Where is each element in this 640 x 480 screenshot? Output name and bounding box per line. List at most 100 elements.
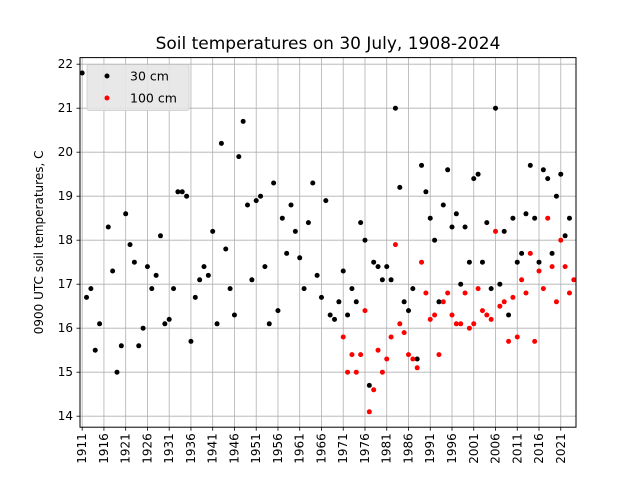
point-30cm: [97, 321, 103, 327]
plot-frame: [79, 57, 577, 428]
point-30cm: [514, 259, 520, 265]
point-100cm: [519, 277, 525, 283]
y-tick-label: 14: [58, 409, 73, 423]
y-tick-label: 19: [58, 189, 73, 203]
y-axis-label: 0900 UTC soil temperatures, C: [32, 151, 46, 335]
point-30cm: [501, 228, 507, 234]
data-points: [79, 70, 577, 415]
point-30cm: [240, 118, 246, 124]
point-30cm: [349, 286, 355, 292]
point-30cm: [201, 264, 207, 270]
point-100cm: [410, 356, 416, 362]
point-30cm: [136, 343, 142, 349]
point-30cm: [379, 277, 385, 283]
point-30cm: [353, 299, 359, 305]
point-30cm: [179, 189, 185, 195]
point-30cm: [153, 272, 159, 278]
point-30cm: [458, 281, 464, 287]
point-100cm: [414, 365, 420, 371]
point-30cm: [327, 312, 333, 318]
point-30cm: [497, 281, 503, 287]
point-30cm: [262, 264, 268, 270]
point-30cm: [519, 250, 525, 256]
point-30cm: [475, 171, 481, 177]
point-30cm: [314, 272, 320, 278]
point-100cm: [545, 215, 551, 221]
point-30cm: [523, 211, 529, 217]
point-30cm: [258, 193, 264, 199]
point-30cm: [366, 382, 372, 388]
point-100cm: [540, 286, 546, 292]
point-30cm: [79, 70, 85, 76]
point-30cm: [131, 259, 137, 265]
point-30cm: [566, 215, 572, 221]
point-100cm: [523, 290, 529, 296]
point-100cm: [466, 325, 472, 331]
point-30cm: [340, 268, 346, 274]
point-100cm: [440, 299, 446, 305]
point-100cm: [553, 299, 559, 305]
point-100cm: [423, 290, 429, 296]
x-tick-label: 1986: [401, 433, 415, 464]
y-tick-label: 18: [58, 233, 73, 247]
point-30cm: [397, 184, 403, 190]
point-100cm: [514, 334, 520, 340]
x-tick-label: 1956: [271, 433, 285, 464]
point-100cm: [392, 242, 398, 248]
x-tick-label: 1936: [184, 433, 198, 464]
point-30cm: [297, 255, 303, 261]
legend-marker-100cm: [104, 95, 110, 101]
point-30cm: [92, 347, 98, 353]
x-tick-label: 1996: [445, 433, 459, 464]
point-30cm: [436, 299, 442, 305]
x-tick-label: 2016: [532, 433, 546, 464]
point-30cm: [292, 228, 298, 234]
point-30cm: [288, 202, 294, 208]
point-100cm: [345, 369, 351, 375]
point-100cm: [479, 308, 485, 314]
point-30cm: [345, 312, 351, 318]
point-30cm: [545, 176, 551, 182]
point-30cm: [175, 189, 181, 195]
point-30cm: [210, 228, 216, 234]
point-30cm: [218, 140, 224, 146]
point-30cm: [527, 162, 533, 168]
point-30cm: [114, 369, 120, 375]
point-30cm: [157, 233, 163, 239]
x-tick-label: 1931: [162, 433, 176, 464]
y-tick-label: 16: [58, 321, 73, 335]
point-30cm: [371, 259, 377, 265]
point-30cm: [149, 286, 155, 292]
point-30cm: [562, 233, 568, 239]
point-100cm: [384, 356, 390, 362]
point-100cm: [484, 312, 490, 318]
point-30cm: [471, 176, 477, 182]
point-100cm: [566, 290, 572, 296]
point-100cm: [571, 277, 577, 283]
x-tick-label: 1916: [97, 433, 111, 464]
x-tick-label: 1966: [314, 433, 328, 464]
point-100cm: [532, 338, 538, 344]
point-100cm: [510, 294, 516, 300]
point-30cm: [166, 316, 172, 322]
point-30cm: [88, 286, 94, 292]
point-100cm: [362, 308, 368, 314]
point-30cm: [484, 220, 490, 226]
point-30cm: [310, 180, 316, 186]
x-tick-label: 1926: [140, 433, 154, 464]
y-tick-label: 17: [58, 277, 73, 291]
point-30cm: [419, 162, 425, 168]
point-30cm: [223, 246, 229, 252]
point-30cm: [432, 237, 438, 243]
point-100cm: [549, 264, 555, 270]
grid: [80, 57, 576, 428]
point-30cm: [197, 277, 203, 283]
point-100cm: [501, 299, 507, 305]
point-100cm: [349, 352, 355, 358]
point-30cm: [144, 264, 150, 270]
point-30cm: [453, 211, 459, 217]
point-30cm: [532, 215, 538, 221]
point-30cm: [553, 193, 559, 199]
point-30cm: [140, 325, 146, 331]
